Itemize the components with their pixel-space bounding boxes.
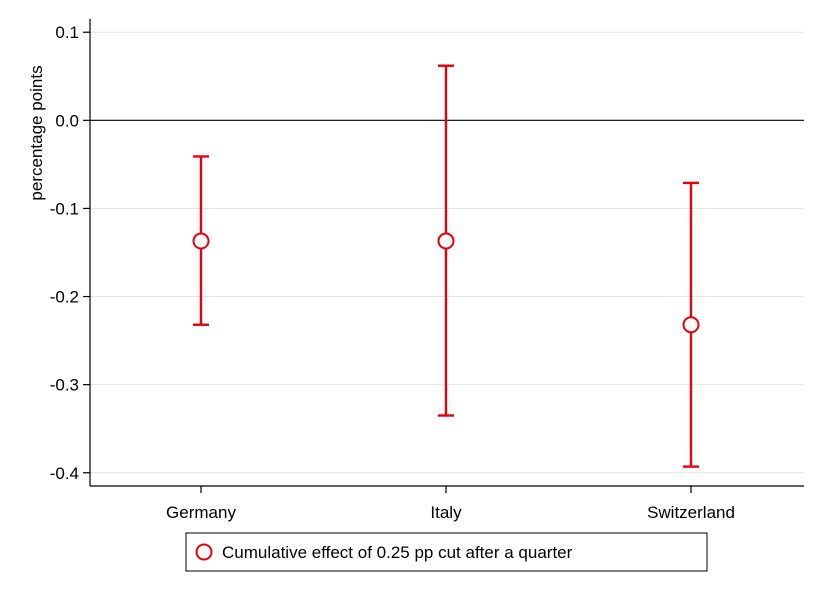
legend-marker-circle	[195, 543, 213, 561]
x-tick-label: Italy	[430, 503, 462, 522]
y-tick-label: -0.3	[50, 376, 79, 395]
legend-entry-label: Cumulative effect of 0.25 pp cut after a…	[222, 543, 573, 562]
marks-layer	[192, 64, 700, 468]
point-estimate-marker	[437, 232, 455, 250]
y-axis-label: percentage points	[27, 65, 46, 200]
y-tick-label: -0.2	[50, 288, 79, 307]
axes-layer: 0.1 0.0 -0.1 -0.2 -0.3 -0.4 Germany Italy Switze…	[50, 19, 804, 522]
y-tick-label: 0.1	[55, 23, 79, 42]
legend-box	[185, 532, 708, 572]
x-tick-label: Germany	[166, 503, 236, 522]
point-estimate-marker	[682, 316, 700, 334]
point-estimate-marker	[192, 232, 210, 250]
legend: Cumulative effect of 0.25 pp cut after a…	[185, 532, 708, 572]
x-tick-label: Switzerland	[647, 503, 735, 522]
y-tick-label: -0.1	[50, 199, 79, 218]
y-tick-label: 0.0	[55, 111, 79, 130]
y-tick-label: -0.4	[50, 464, 79, 483]
